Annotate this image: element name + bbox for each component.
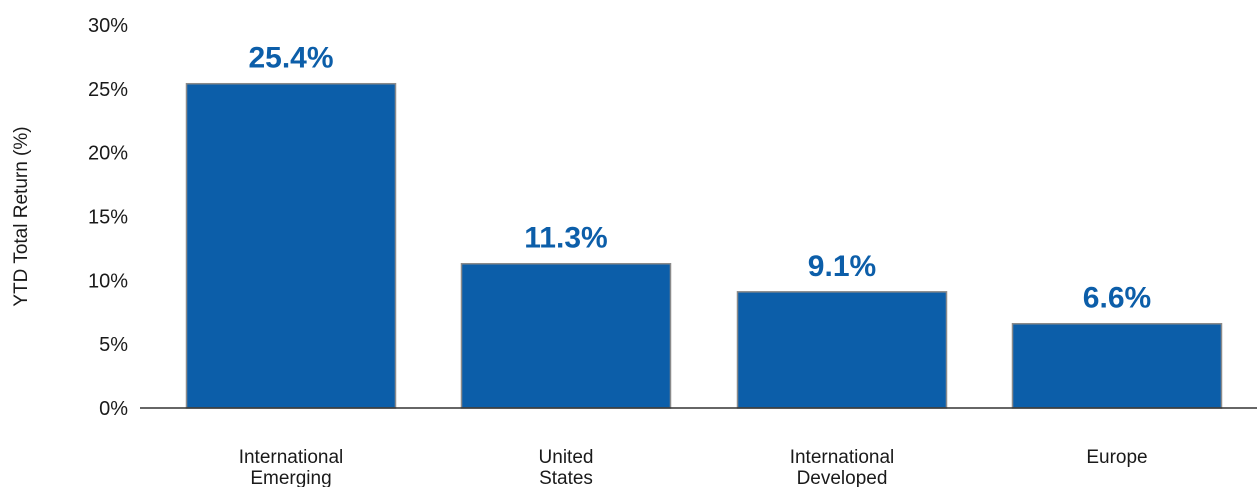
x-category-label-line: International	[239, 447, 344, 468]
x-category-label-line: Europe	[1086, 447, 1147, 468]
bar-value-label: 9.1%	[808, 250, 876, 283]
bar	[1011, 322, 1223, 409]
x-category-label-line: Developed	[797, 468, 888, 487]
y-tick-label: 25%	[88, 79, 128, 101]
y-axis-title: YTD Total Return (%)	[11, 126, 32, 306]
x-category-label-line: States	[539, 468, 593, 487]
x-category-label-line: International	[790, 447, 895, 468]
x-category-label: Europe	[1086, 447, 1147, 468]
data-labels: 25.4% 11.3% 9.1% 6.6%	[248, 42, 1151, 315]
y-tick-label: 20%	[88, 143, 128, 165]
x-category-label-line: United	[539, 447, 594, 468]
bar	[460, 262, 672, 409]
x-category-label: International Developed	[790, 447, 895, 487]
x-category-label: United States	[539, 447, 594, 487]
bar-value-label: 11.3%	[524, 222, 607, 255]
x-category-label: International Emerging	[239, 447, 344, 487]
bar-value-label: 6.6%	[1083, 282, 1151, 315]
x-category-label-line: Emerging	[250, 468, 331, 487]
bar	[736, 291, 948, 409]
bar	[185, 82, 397, 409]
y-axis-ticks: 0% 5% 10% 15% 20% 25% 30%	[88, 15, 128, 420]
bars	[185, 82, 1223, 409]
y-tick-label: 15%	[88, 207, 128, 229]
y-tick-label: 5%	[99, 334, 128, 356]
bar-value-label: 25.4%	[248, 42, 333, 75]
y-tick-label: 10%	[88, 270, 128, 292]
y-tick-label: 0%	[99, 398, 128, 420]
y-tick-label: 30%	[88, 15, 128, 37]
